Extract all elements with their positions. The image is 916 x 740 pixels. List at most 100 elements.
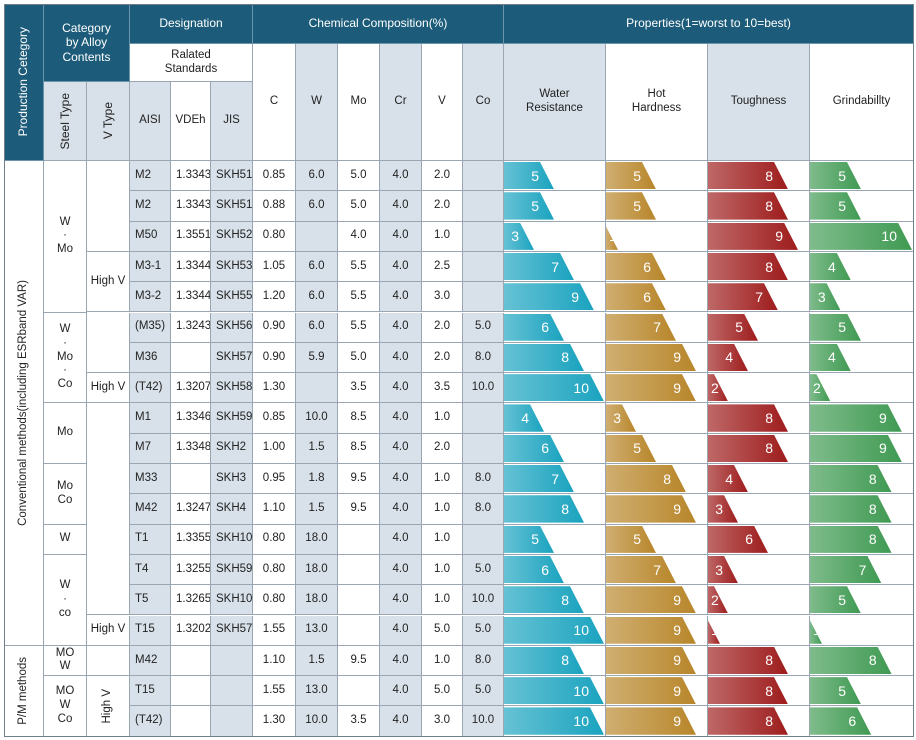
row-14-jis: SKH10 [211, 585, 253, 616]
row-15-cr: 4.0 [380, 615, 422, 646]
row-10-c: 0.95 [253, 464, 296, 495]
row-17-co: 5.0 [463, 676, 504, 707]
row-7-w [296, 373, 338, 404]
row-16-grind-fill [810, 647, 892, 674]
row-9-w: 1.5 [296, 433, 338, 464]
row-6-cr: 4.0 [380, 342, 422, 374]
designation-header: Designation [130, 4, 253, 44]
row-5-vdeh: 1.3243 [171, 312, 211, 343]
row-7-co: 10.0 [463, 373, 504, 404]
row-3-co [463, 251, 504, 283]
row-12-cr: 4.0 [380, 524, 422, 555]
row-0-w: 6.0 [296, 161, 338, 192]
row-11-grind-value: 8 [868, 500, 877, 517]
element-header-v: V [422, 44, 463, 161]
row-13-hot-value: 7 [653, 561, 661, 578]
row-10-jis: SKH3 [211, 464, 253, 495]
row-10-grind-bar: 8 [810, 464, 914, 495]
row-14-hot-bar: 9 [606, 585, 708, 616]
row-15-water-bar: 10 [504, 615, 606, 646]
row-7-aisi: (T42) [130, 373, 171, 404]
v-type-group-5: High V [87, 615, 130, 646]
row-0-cr: 4.0 [380, 161, 422, 192]
row-10-w: 1.8 [296, 464, 338, 495]
row-3-hot-bar: 6 [606, 251, 708, 283]
steel-comparison-table: Production Cetegory Category by Alloy Con… [4, 4, 914, 737]
row-4-vdeh: 1.3344 [171, 282, 211, 313]
v-type-group-1: High V [87, 251, 130, 313]
row-2-mo: 4.0 [338, 221, 380, 252]
row-1-hot-bar: 5 [606, 191, 708, 222]
row-6-grind-value: 4 [828, 349, 836, 366]
row-8-w: 10.0 [296, 403, 338, 434]
row-9-hot-bar: 5 [606, 433, 708, 464]
row-18-vdeh [171, 706, 211, 737]
row-8-grind-bar: 9 [810, 403, 914, 434]
row-11-jis: SKH4 [211, 494, 253, 525]
row-16-hot-fill [606, 647, 696, 674]
row-1-w: 6.0 [296, 191, 338, 222]
row-12-grind-bar: 8 [810, 524, 914, 555]
row-15-water-fill [504, 617, 604, 644]
production-category-header: Production Cetegory [4, 4, 44, 161]
row-12-c: 0.80 [253, 524, 296, 555]
steel-type-group-0: W · Mo [44, 161, 87, 313]
row-13-grind-value: 7 [858, 561, 867, 578]
row-14-hot-value: 9 [673, 591, 681, 608]
row-15-aisi: T15 [130, 615, 171, 646]
row-3-hot-value: 6 [643, 258, 651, 275]
row-17-hot-bar: 9 [606, 676, 708, 707]
row-0-mo: 5.0 [338, 161, 380, 192]
row-15-hot-value: 9 [673, 622, 681, 639]
row-0-grind-value: 5 [838, 167, 846, 184]
row-2-tough-value: 9 [775, 228, 783, 245]
row-12-hot-value: 5 [633, 531, 641, 548]
row-16-w: 1.5 [296, 645, 338, 677]
row-3-jis: SKH53 [211, 251, 253, 283]
row-7-hot-value: 9 [673, 379, 681, 396]
row-1-water-bar: 5 [504, 191, 606, 222]
row-1-mo: 5.0 [338, 191, 380, 222]
property-header-3: Grindabillty [810, 44, 914, 161]
row-8-cr: 4.0 [380, 403, 422, 434]
production-group-0: Conventional methods(including ESRband V… [4, 161, 44, 646]
row-9-cr: 4.0 [380, 433, 422, 464]
row-12-grind-value: 8 [868, 531, 877, 548]
row-10-mo: 9.5 [338, 464, 380, 495]
row-12-tough-fill [708, 526, 768, 553]
row-1-jis: SKH51 [211, 191, 253, 222]
row-17-cr: 4.0 [380, 676, 422, 707]
row-5-tough-value: 5 [735, 319, 743, 336]
row-9-water-bar: 6 [504, 433, 606, 464]
row-9-v: 2.0 [422, 433, 463, 464]
row-3-v: 2.5 [422, 251, 463, 283]
row-18-c: 1.30 [253, 706, 296, 737]
row-1-tough-value: 8 [765, 197, 773, 214]
v-type-group-0 [87, 161, 130, 252]
row-8-grind-fill [810, 404, 902, 431]
row-8-tough-bar: 8 [708, 403, 810, 434]
aisi-header: AISI [130, 82, 171, 161]
element-header-co: Co [463, 44, 504, 161]
row-3-aisi: M3-1 [130, 251, 171, 283]
steel-type-group-1: W · Mo · Co [44, 312, 87, 404]
steel-type-group-2: Mo [44, 403, 87, 464]
row-0-aisi: M2 [130, 161, 171, 192]
row-10-hot-value: 8 [663, 470, 671, 487]
row-2-cr: 4.0 [380, 221, 422, 252]
row-2-grind-fill [810, 223, 912, 250]
v-type-group-2 [87, 312, 130, 374]
row-4-hot-bar: 6 [606, 282, 708, 313]
row-5-hot-value: 7 [653, 319, 661, 336]
row-13-co: 5.0 [463, 554, 504, 586]
row-16-grind-bar: 8 [810, 645, 914, 677]
row-3-tough-value: 8 [765, 258, 773, 275]
row-1-cr: 4.0 [380, 191, 422, 222]
row-8-aisi: M1 [130, 403, 171, 434]
row-16-water-bar: 8 [504, 645, 606, 677]
row-5-hot-bar: 7 [606, 312, 708, 343]
element-header-cr: Cr [380, 44, 422, 161]
row-12-aisi: T1 [130, 524, 171, 555]
row-16-mo: 9.5 [338, 645, 380, 677]
row-14-hot-fill [606, 586, 696, 613]
